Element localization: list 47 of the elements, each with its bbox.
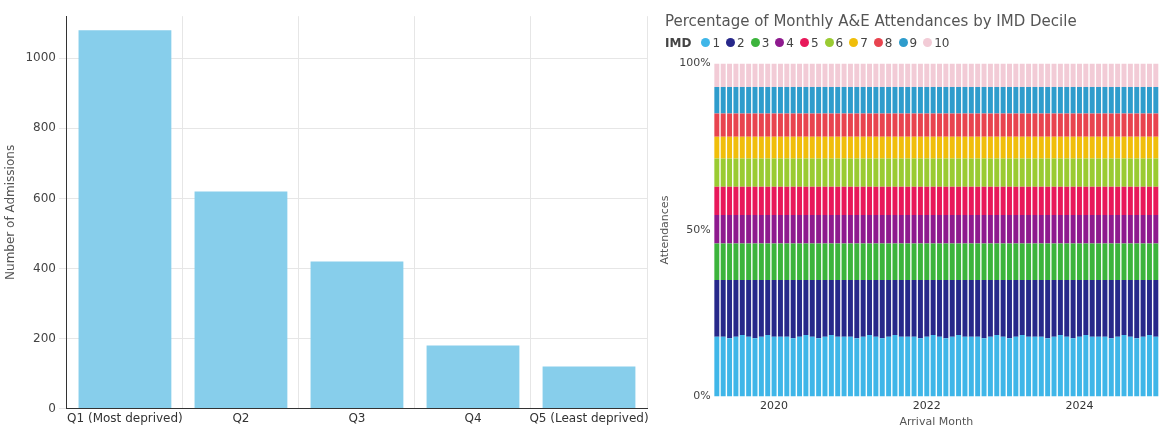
bar: [714, 186, 720, 216]
legend-label: 1: [711, 36, 721, 50]
x-tick-label: 2020: [760, 399, 789, 413]
legend-label: 2: [736, 36, 745, 50]
bar: [542, 366, 636, 409]
bar: [426, 345, 520, 409]
legend-label: 7: [859, 36, 868, 50]
x-axis-title: Arrival Month: [899, 415, 974, 429]
x-tick-label: Q1 (Most deprived): [67, 410, 183, 425]
bar: [78, 30, 172, 409]
bar: [714, 86, 720, 114]
y-tick-label: 800: [33, 120, 56, 135]
y-tick-label: 400: [33, 260, 56, 275]
bar: [714, 280, 720, 337]
y-tick-label: 1000: [25, 50, 56, 65]
bar: [714, 113, 720, 137]
y-tick-label: 200: [33, 330, 56, 345]
bar: [714, 243, 720, 281]
y-axis-title: Number of Admissions: [3, 144, 18, 280]
y-tick-label: 600: [33, 190, 56, 205]
x-tick-label: Q2: [232, 410, 250, 425]
legend-label: 3: [760, 36, 770, 50]
bar: [310, 261, 404, 409]
bar: [714, 63, 720, 87]
x-tick-label: 2024: [1065, 399, 1094, 413]
x-tick-label: 2022: [912, 399, 941, 413]
legend-label: 9: [908, 36, 918, 50]
y-tick-label: 0%: [693, 389, 711, 403]
chart-title: Percentage of Monthly A&E Attendances by IMD Decile: [665, 12, 1078, 30]
y-tick-label: 50%: [686, 222, 711, 236]
legend-label: 5: [809, 36, 819, 50]
y-tick-label: 100%: [679, 56, 711, 70]
bar: [194, 191, 288, 409]
bar: [714, 136, 720, 159]
legend-label: 8: [883, 36, 893, 50]
x-tick-label: Q4: [464, 410, 482, 425]
y-tick-label: 0: [48, 400, 56, 415]
bar: [714, 215, 720, 244]
legend-label: 6: [834, 36, 844, 50]
bar: [714, 336, 720, 397]
bar: [714, 158, 720, 187]
y-axis-title: Attendances: [658, 195, 672, 265]
legend-title: IMD: [665, 36, 692, 50]
x-tick-label: Q5 (Least deprived): [529, 410, 649, 425]
x-tick-label: Q3: [348, 410, 366, 425]
legend-label: 4: [785, 36, 794, 50]
legend-label: 10: [933, 36, 950, 50]
